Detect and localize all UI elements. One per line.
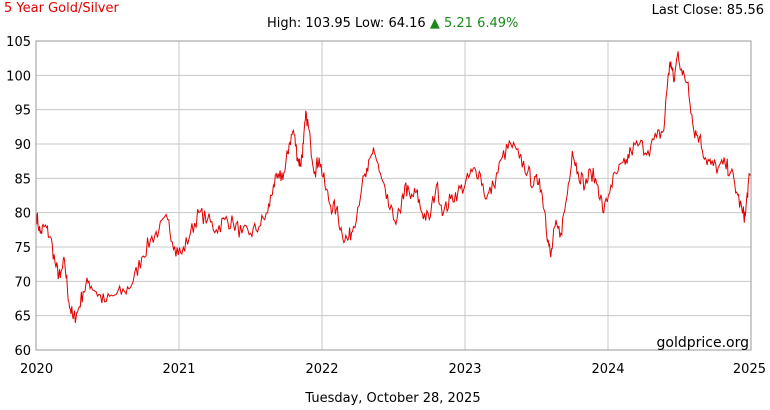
last-close: Last Close: 85.56 [652,3,764,18]
low-value: 64.16 [388,16,426,31]
x-tick-label: 2023 [448,362,481,377]
y-tick-label: 75 [14,241,31,256]
stats-line: High: 103.95 Low: 64.16 ▲ 5.21 6.49% [267,16,518,31]
last-close-value: 85.56 [726,3,764,18]
date-footer: Tuesday, October 28, 2025 [305,391,481,406]
x-tick-label: 2020 [20,362,53,377]
watermark: goldprice.org [657,335,749,351]
y-tick-label: 105 [6,35,31,50]
y-axis-ticks: 60 65 70 75 80 85 90 95 100 105 [6,35,31,359]
x-axis-ticks: 2020 2021 2022 2023 2024 2025 [20,362,766,377]
series-line [35,51,752,323]
y-tick-label: 65 [14,310,31,325]
low-label: Low: [355,16,385,31]
x-tick-label: 2025 [733,362,766,377]
high-label: High: [267,16,302,31]
x-tick-label: 2022 [305,362,338,377]
y-tick-label: 95 [14,104,31,119]
y-tick-label: 85 [14,172,31,187]
change-percent: 6.49% [477,16,519,31]
y-tick-label: 90 [14,138,31,153]
change-value: 5.21 [443,16,473,31]
x-tick-label: 2024 [591,362,624,377]
up-arrow-icon: ▲ [429,16,440,31]
grid-lines [35,40,752,351]
y-tick-label: 70 [14,275,31,290]
y-tick-label: 100 [6,69,31,84]
x-tick-label: 2021 [162,362,195,377]
last-close-label: Last Close: [651,3,723,18]
y-tick-label: 60 [14,344,31,359]
plot-frame [35,40,752,351]
chart-title: 5 Year Gold/Silver [4,1,119,16]
high-value: 103.95 [305,16,351,31]
y-tick-label: 80 [14,207,31,222]
